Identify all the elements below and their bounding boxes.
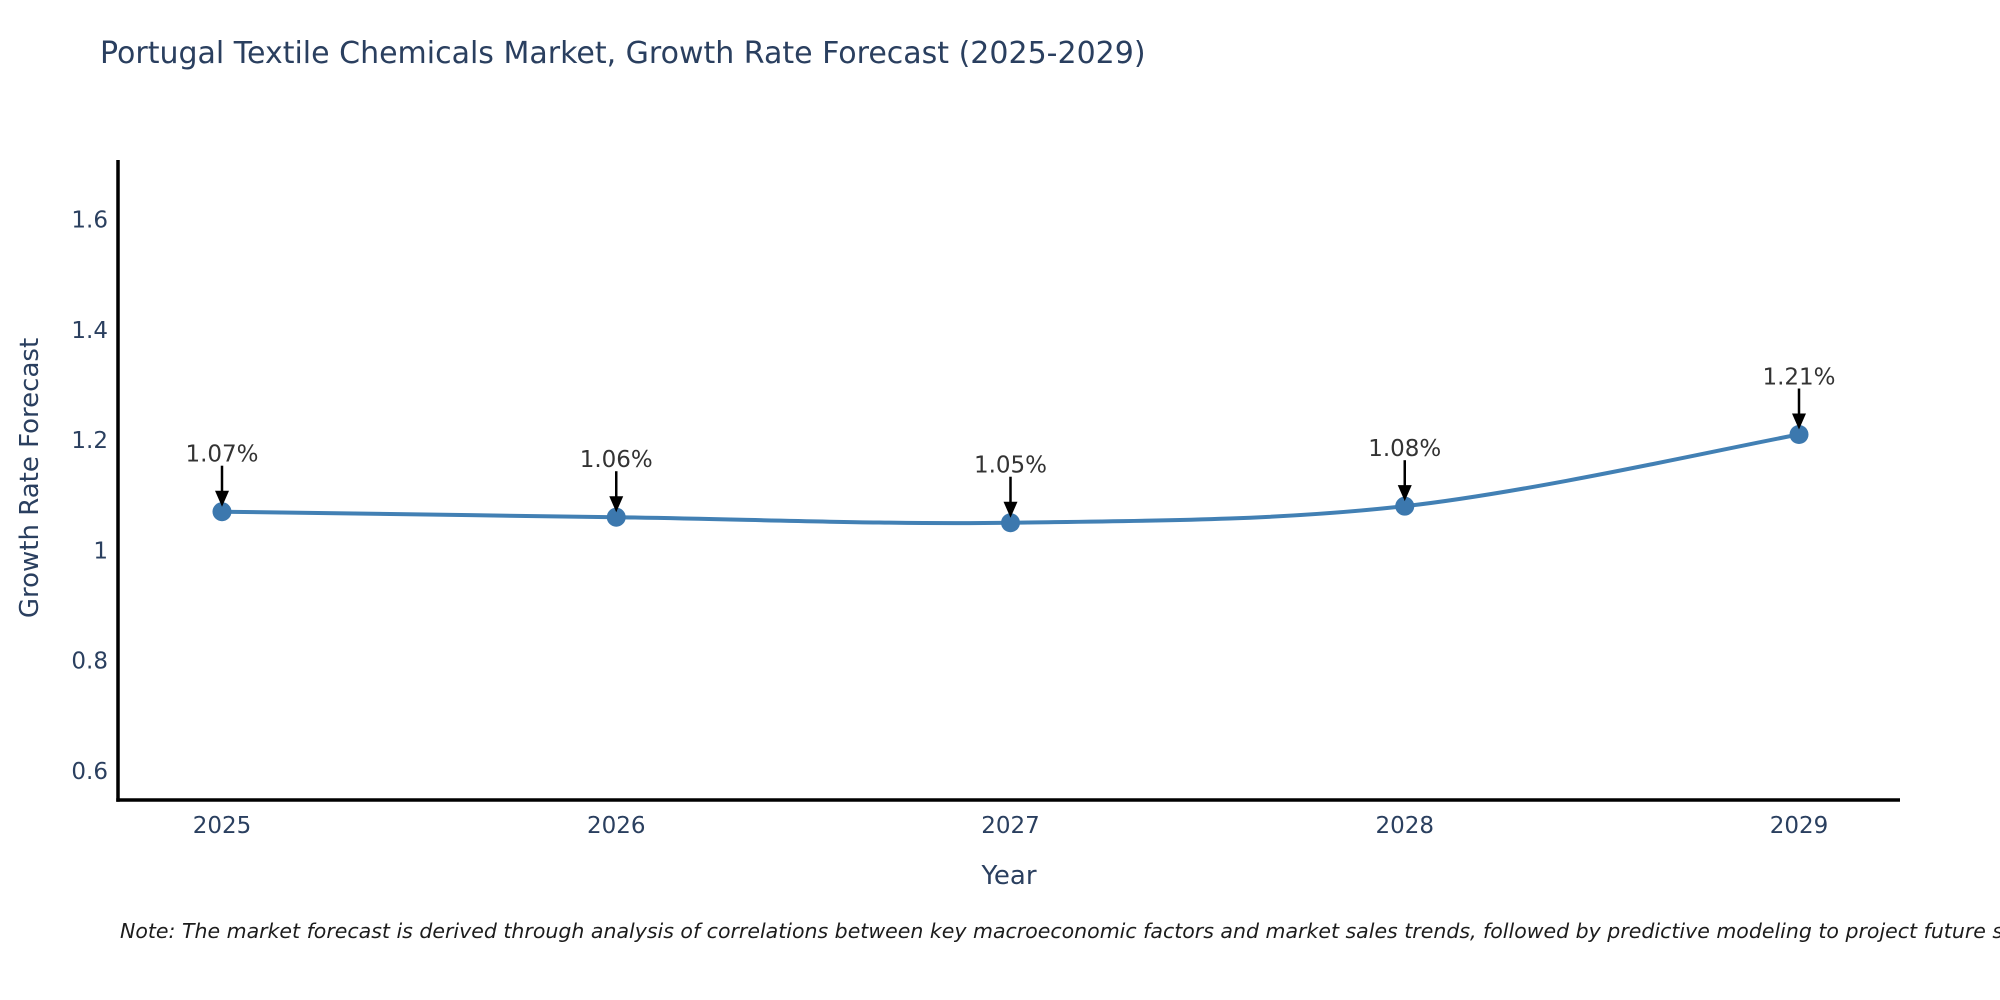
x-tick-label: 2029 — [1770, 813, 1829, 839]
y-tick-label: 1.6 — [71, 208, 108, 234]
footnote-text: Note: The market forecast is derived thr… — [120, 919, 2000, 943]
x-axis-title: Year — [981, 861, 1037, 891]
annotation-arrowhead — [609, 496, 624, 513]
data-point-label: 1.07% — [185, 442, 258, 468]
data-point-marker[interactable] — [606, 507, 626, 527]
y-tick-label: 0.8 — [71, 649, 108, 675]
annotation-arrowhead — [1397, 485, 1412, 502]
x-tick-label: 2028 — [1375, 813, 1434, 839]
data-point-label: 1.05% — [974, 453, 1047, 479]
chart-title: Portugal Textile Chemicals Market, Growt… — [100, 36, 1146, 71]
x-tick-label: 2027 — [981, 813, 1040, 839]
data-point-label: 1.21% — [1762, 365, 1835, 391]
x-tick-label: 2026 — [587, 813, 646, 839]
data-point-label: 1.06% — [580, 447, 653, 473]
x-tick-label: 2025 — [193, 813, 252, 839]
annotation-arrowhead — [1003, 501, 1018, 518]
y-tick-label: 1.2 — [71, 428, 108, 454]
data-point-marker[interactable] — [1789, 425, 1809, 445]
y-tick-label: 1 — [93, 538, 108, 564]
data-point-marker[interactable] — [212, 502, 232, 522]
data-point-marker[interactable] — [1395, 496, 1415, 516]
data-point-label: 1.08% — [1368, 436, 1441, 462]
annotation-arrowhead — [215, 490, 229, 507]
y-tick-label: 0.6 — [71, 759, 108, 785]
data-point-marker[interactable] — [1001, 513, 1020, 533]
footnote-container: Note: The market forecast is derived thr… — [0, 915, 2000, 955]
annotation-arrowhead — [1792, 413, 1806, 430]
y-tick-label: 1.4 — [71, 318, 108, 344]
